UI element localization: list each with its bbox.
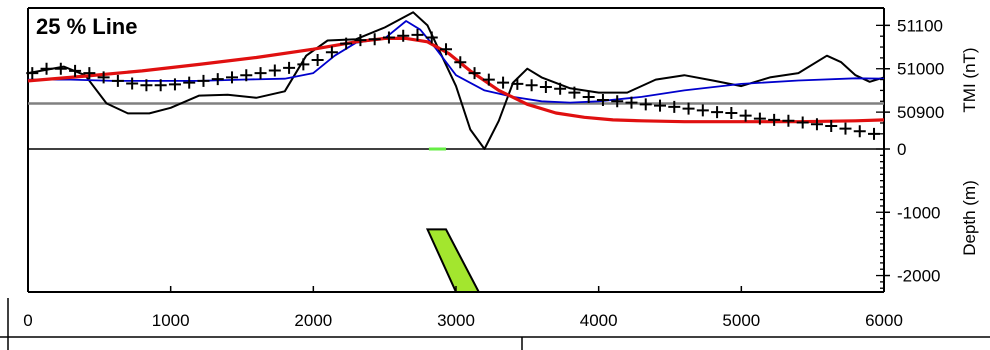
observed-point-marker	[582, 90, 595, 103]
observed-point-marker	[839, 122, 852, 135]
tmi-tick-label: 51100	[897, 16, 943, 35]
depth-tick-label: -2000	[897, 267, 940, 286]
observed-point-marker	[382, 31, 395, 44]
observed-point-marker	[711, 106, 724, 119]
observed-point-marker	[554, 82, 567, 95]
observed-point-marker	[440, 43, 453, 56]
depth-axis-title: Depth (m)	[960, 180, 979, 256]
observed-point-marker	[397, 29, 410, 42]
observed-point-marker	[611, 95, 624, 108]
observed-point-marker	[268, 64, 281, 77]
observed-point-marker	[168, 78, 181, 91]
observed-point-marker	[525, 79, 538, 92]
observed-point-marker	[126, 77, 139, 90]
observed-point-marker	[468, 67, 481, 80]
observed-point-marker	[411, 28, 424, 41]
observed-point-marker	[539, 80, 552, 93]
tmi-tick-label: 50900	[897, 103, 944, 122]
x-tick-label: 4000	[580, 311, 618, 330]
axes: 0 1000 2000 3000 4000 5000 6000 51100 51000 50900…	[23, 16, 944, 330]
observed-point-marker	[240, 69, 253, 82]
observed-point-marker	[211, 73, 224, 86]
observed-point-marker	[868, 127, 881, 140]
observed-point-marker	[40, 62, 53, 75]
observed-point-marker	[511, 77, 524, 90]
observed-point-marker	[682, 102, 695, 115]
observed-point-marker	[425, 31, 438, 44]
observed-point-marker	[254, 67, 267, 80]
observed-point-marker	[739, 109, 752, 122]
observed-point-marker	[482, 73, 495, 86]
observed-point-marker	[311, 54, 324, 67]
observed-point-marker	[111, 74, 124, 87]
observed-point-marker	[853, 125, 866, 138]
observed-point-marker	[97, 71, 110, 84]
x-tick-label: 3000	[437, 311, 475, 330]
observed-point-marker	[340, 37, 353, 50]
observed-point-marker	[454, 56, 467, 69]
observed-point-marker	[26, 67, 39, 80]
depth-tick-label: -1000	[897, 203, 940, 222]
series-0-line	[27, 11, 885, 150]
observed-point-marker	[497, 76, 510, 89]
observed-point-marker	[654, 99, 667, 112]
x-tick-label: 6000	[865, 311, 903, 330]
observed-point-marker	[54, 62, 67, 75]
x-tick-label: 5000	[722, 311, 760, 330]
observed-point-marker	[668, 100, 681, 113]
tmi-tick-label: 51000	[897, 60, 944, 79]
observed-point-marker	[140, 79, 153, 92]
x-tick-label: 0	[23, 311, 32, 330]
x-tick-label: 1000	[152, 311, 190, 330]
x-tick-label: 2000	[294, 311, 332, 330]
tmi-axis-title: TMI (nT)	[960, 47, 979, 112]
depth-panel	[425, 147, 481, 293]
observed-point-marker	[368, 33, 381, 46]
observed-point-marker	[825, 120, 838, 133]
dike-body	[425, 228, 481, 293]
observed-point-marker	[568, 86, 581, 99]
observed-point-marker	[753, 112, 766, 125]
observed-point-marker	[810, 118, 823, 131]
observed-point-marker	[596, 93, 609, 106]
observed-point-marker	[696, 104, 709, 117]
observed-point-marker	[725, 106, 738, 119]
tmi-panel	[26, 11, 885, 150]
observed-point-marker	[625, 96, 638, 109]
depth-tick-label: 0	[897, 140, 906, 159]
observed-point-marker	[796, 116, 809, 129]
observed-point-marker	[768, 113, 781, 126]
observed-point-marker	[283, 61, 296, 74]
observed-point-marker	[354, 34, 367, 47]
chart-title: 25 % Line	[36, 14, 137, 39]
observed-point-marker	[183, 76, 196, 89]
observed-point-marker	[154, 79, 167, 92]
observed-point-marker	[83, 67, 96, 80]
observed-point-marker	[197, 74, 210, 87]
observed-point-marker	[226, 71, 239, 84]
observed-point-marker	[782, 114, 795, 127]
observed-point-marker	[639, 98, 652, 111]
observed-point-marker	[297, 58, 310, 71]
series-2-line	[27, 36, 885, 124]
observed-point-marker	[325, 46, 338, 59]
observed-point-marker	[69, 64, 82, 77]
